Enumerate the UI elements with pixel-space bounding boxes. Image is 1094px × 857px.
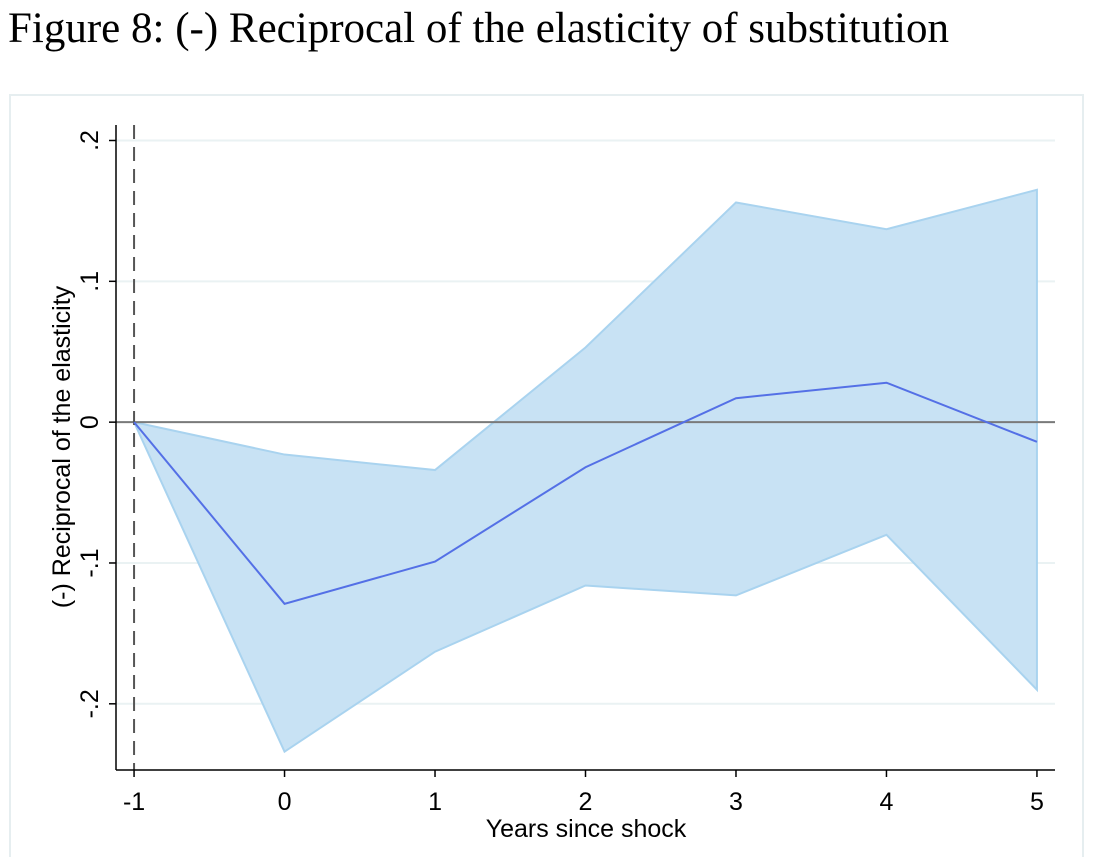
y-tick-label: 0 bbox=[76, 415, 104, 429]
chart-title: Figure 8: (-) Reciprocal of the elastici… bbox=[8, 5, 949, 52]
y-tick-label: -.2 bbox=[76, 689, 104, 718]
y-axis-label: (-) Reciprocal of the elasticity bbox=[48, 285, 76, 608]
x-tick-label: -1 bbox=[123, 788, 145, 816]
estimate-line bbox=[133, 381, 1038, 605]
x-tick-label: 4 bbox=[880, 788, 894, 816]
x-axis-label: Years since shock bbox=[486, 815, 687, 843]
y-tick-label: .1 bbox=[76, 271, 104, 292]
x-tick-label: 3 bbox=[729, 788, 743, 816]
y-tick-label: .2 bbox=[76, 130, 104, 151]
x-tick-label: 1 bbox=[428, 788, 442, 816]
y-tick-label: -.1 bbox=[76, 548, 104, 577]
x-tick-label: 5 bbox=[1030, 788, 1044, 816]
x-tick-label: 2 bbox=[579, 788, 593, 816]
confidence-band bbox=[132, 188, 1038, 754]
x-tick-label: 0 bbox=[278, 788, 292, 816]
